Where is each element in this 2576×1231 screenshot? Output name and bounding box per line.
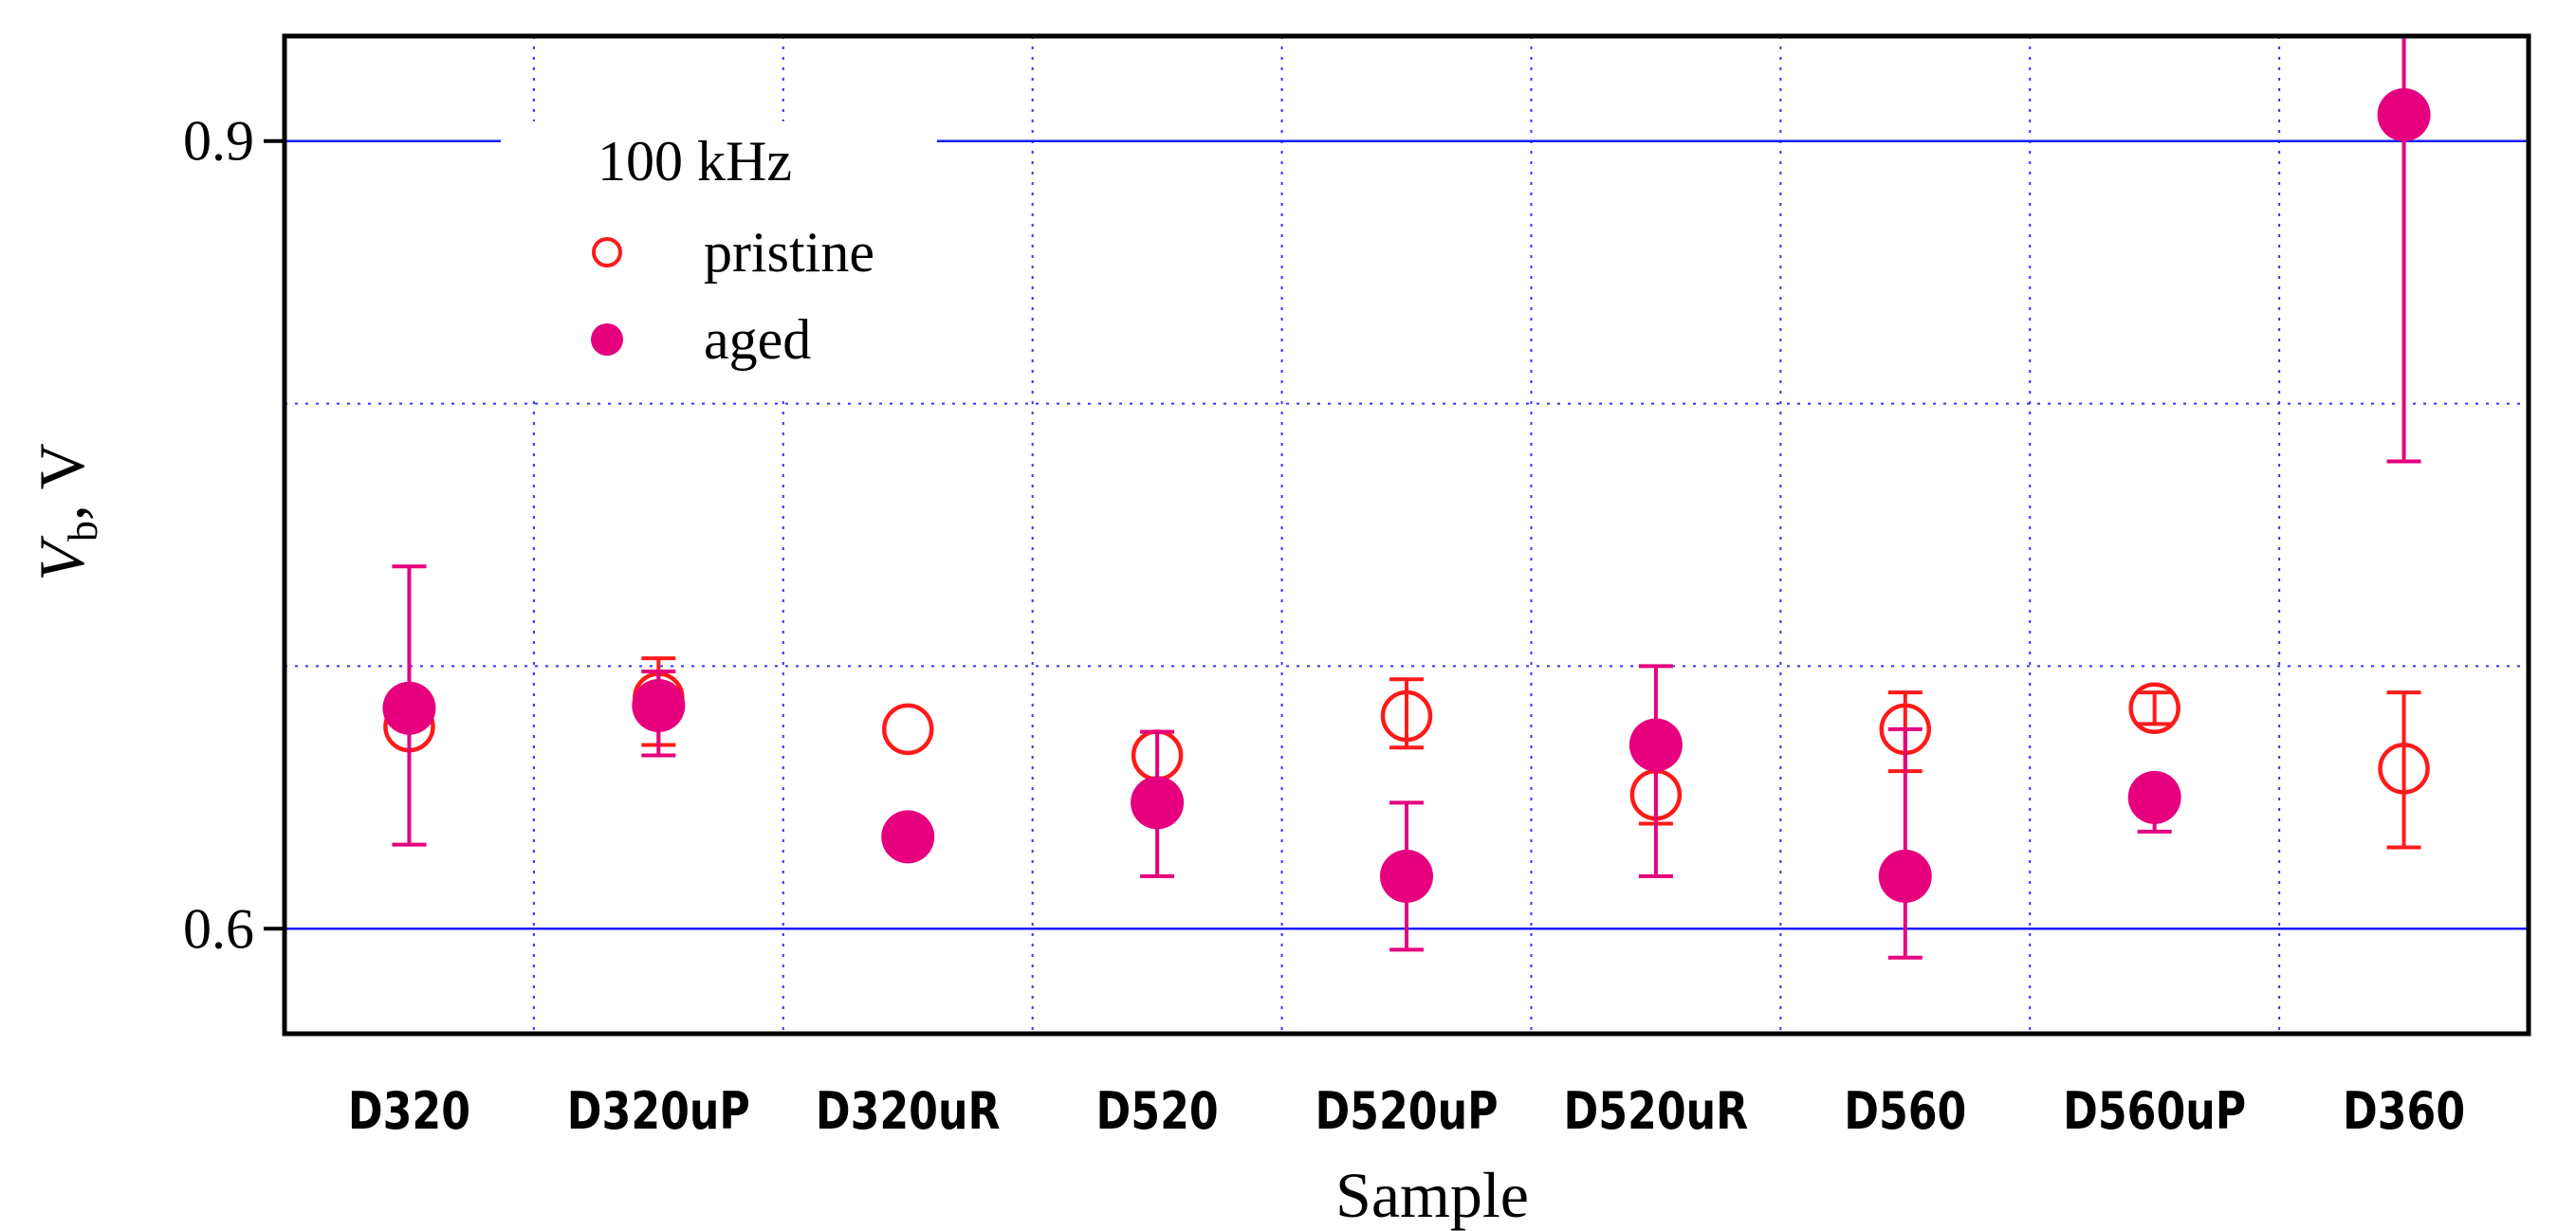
point-pristine <box>1380 689 1433 743</box>
point-pristine <box>2378 743 2430 795</box>
legend-marker-pristine <box>592 237 622 267</box>
legend-background <box>501 121 937 396</box>
plot-frame <box>282 33 2531 1037</box>
point-aged <box>2127 770 2181 824</box>
x-axis: D320 D320uP D320uR D520 D520uP D520uR D560 D560… <box>348 1081 2465 1141</box>
data-points <box>382 36 2431 960</box>
x-tick-label: D360 <box>2343 1081 2465 1141</box>
legend-label-aged: aged <box>704 308 811 371</box>
x-tick-label: D320uP <box>567 1081 750 1141</box>
legend: 100 kHz pristine aged <box>501 121 937 396</box>
x-tick-label: D560 <box>1844 1081 1966 1141</box>
x-axis-label: Sample <box>1335 1159 1529 1231</box>
x-tick-label: D560uP <box>2063 1081 2246 1141</box>
point-aged <box>1628 718 1683 772</box>
point-pristine <box>881 703 934 756</box>
point-aged <box>1878 849 1932 903</box>
point-aged <box>632 678 686 732</box>
y-axis-label-subscript: b <box>60 521 106 542</box>
x-tick-label: D320 <box>348 1081 470 1141</box>
x-tick-label: D520uP <box>1315 1081 1498 1141</box>
point-aged <box>1380 849 1433 903</box>
point-pristine <box>2128 682 2180 734</box>
legend-title: 100 kHz <box>598 130 792 193</box>
legend-marker-aged <box>591 323 623 356</box>
y-axis-label-variable: V <box>26 535 98 581</box>
point-aged <box>382 681 436 735</box>
point-aged <box>2377 88 2431 142</box>
y-tick-label: 0.9 <box>183 110 254 173</box>
x-tick-label: D520uR <box>1564 1081 1749 1141</box>
y-tick-label: 0.6 <box>183 897 254 960</box>
y-axis: 0.6 0.9 <box>183 110 285 960</box>
y-axis-label-unit: , V <box>26 443 98 521</box>
legend-label-pristine: pristine <box>704 221 874 284</box>
x-tick-label: D520 <box>1096 1081 1219 1141</box>
x-tick-label: D320uR <box>816 1081 1001 1141</box>
point-aged <box>1131 776 1185 830</box>
y-axis-label: Vb, V <box>26 443 106 580</box>
point-aged <box>881 810 935 864</box>
